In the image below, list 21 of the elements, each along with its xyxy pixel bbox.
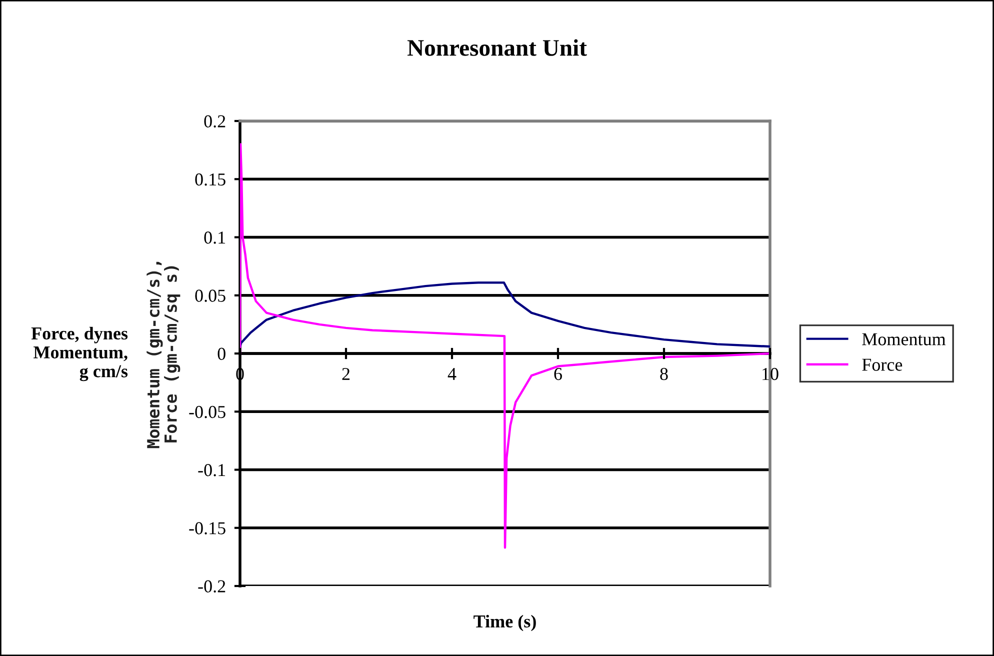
text: Force, dynes Momentum, g cm/s: [31, 326, 128, 382]
y-tick-label: -0.2: [198, 580, 226, 593]
x-tick-label: 2: [342, 368, 350, 380]
y-tick-label: 0.05: [195, 290, 226, 302]
x-tick-label: 10: [762, 368, 778, 380]
legend-label: Momentum: [862, 333, 946, 346]
legend-label: Force: [862, 358, 902, 371]
x-tick-label: 4: [448, 368, 456, 380]
line-series: [240, 281, 770, 349]
x-tick-label: 8: [660, 368, 668, 380]
y-tick-label: 0.1: [204, 232, 226, 244]
y-tick-label: 0.2: [204, 115, 226, 128]
y-tick-label: -0.05: [189, 406, 226, 418]
y-tick-label: -0.15: [189, 522, 226, 534]
x-tick-label: 6: [554, 368, 562, 380]
y-tick-label: -0.1: [198, 464, 226, 476]
chart-title: Nonresonant Unit: [407, 39, 587, 56]
y-axis-title: Momentum (gm-cm/s), Force (gm-cm/sq s): [146, 262, 180, 448]
y-tick-label: 0.15: [195, 173, 226, 186]
x-axis-title: Time (s): [474, 614, 536, 632]
y-tick-label: 0: [218, 348, 226, 360]
